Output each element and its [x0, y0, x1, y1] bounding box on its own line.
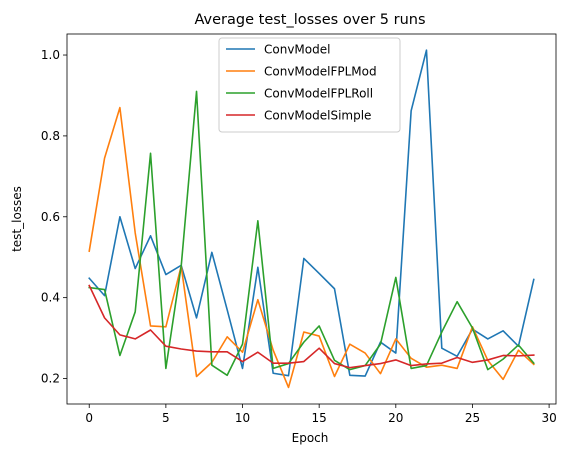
legend-box [218, 37, 401, 133]
x-tick-label: 20 [388, 411, 403, 425]
legend-entry-label: ConvModel [264, 43, 330, 57]
y-tick-label: 1.0 [41, 48, 60, 62]
legend-entry-label: ConvModelFPLMod [264, 65, 377, 79]
series-line-ConvModel [88, 49, 535, 377]
x-tick-label: 10 [235, 411, 250, 425]
plot-area: 0 5 10 15 20 25 30 0.2 0.4 0.6 0.8 1.0 [41, 33, 557, 425]
x-tick-label: 15 [312, 411, 327, 425]
x-tick-label: 30 [541, 411, 556, 425]
x-axis-label: Epoch [292, 431, 329, 445]
legend-entry-label: ConvModelSimple [264, 109, 371, 123]
chart-title: Average test_losses over 5 runs [194, 12, 425, 28]
y-tick-label: 0.8 [41, 129, 60, 143]
legend-entry-label: ConvModelFPLRoll [264, 87, 373, 101]
x-tick-label: 5 [162, 411, 170, 425]
series-line-ConvModelFPLRoll [88, 90, 535, 377]
x-tick-label: 25 [465, 411, 480, 425]
x-tick-label: 0 [85, 411, 93, 425]
axes-frame [66, 33, 557, 405]
y-tick-label: 0.6 [41, 210, 60, 224]
y-axis-label: test_losses [10, 186, 24, 252]
series-line-ConvModelSimple [88, 284, 535, 369]
y-tick-label: 0.2 [41, 372, 60, 386]
legend: ConvModel ConvModelFPLMod ConvModelFPLRoll… [218, 37, 401, 133]
y-tick-label: 0.4 [41, 291, 60, 305]
